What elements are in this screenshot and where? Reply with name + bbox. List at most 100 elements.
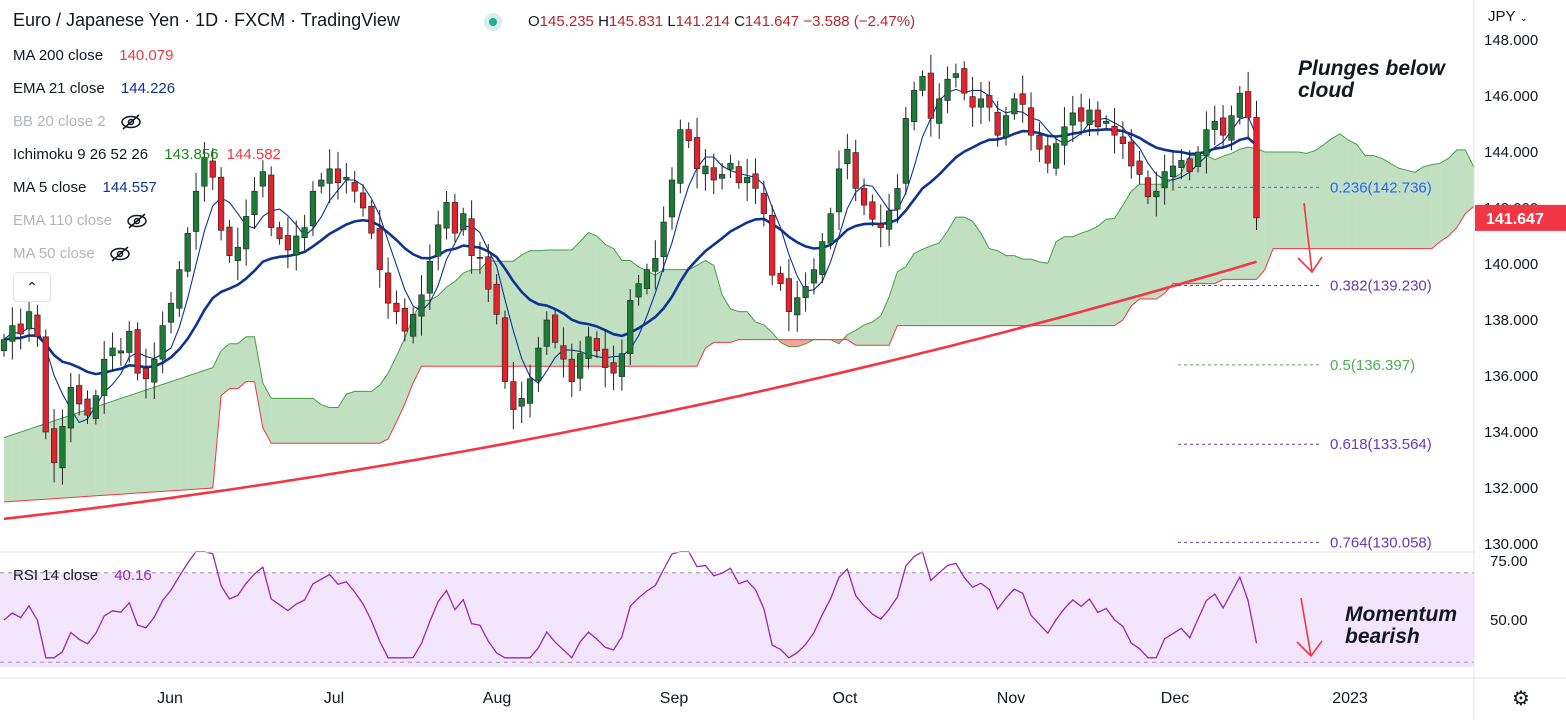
cloud-segment <box>1348 140 1357 249</box>
candle-body <box>34 314 41 338</box>
candle-body <box>117 350 124 354</box>
fib-level-label: 0.618(133.564) <box>1330 436 1432 453</box>
down-arrow-head <box>1296 640 1323 658</box>
legend-ichimoku[interactable]: Ichimoku 9 26 52 26 143.856 144.582 <box>13 145 285 165</box>
candle-body <box>410 314 417 337</box>
candle-body <box>218 176 225 231</box>
cloud-segment <box>788 339 798 347</box>
candle-body <box>259 171 266 187</box>
cloud-segment <box>1089 226 1098 326</box>
cloud-segment <box>680 269 689 367</box>
candle-body <box>1153 190 1160 198</box>
cloud-segment <box>421 300 430 367</box>
candle-body <box>685 129 692 142</box>
cloud-segment <box>780 339 789 347</box>
candle-body <box>101 358 108 396</box>
cloud-segment <box>880 296 890 346</box>
time-tick-label: Jul <box>324 690 344 707</box>
cloud-segment <box>513 254 522 367</box>
cloud-segment <box>70 412 80 498</box>
candle-body <box>944 78 951 101</box>
candle-body <box>368 206 375 234</box>
cloud-segment <box>922 245 931 326</box>
candle-body <box>969 96 976 108</box>
candle-body <box>134 329 141 374</box>
cloud-segment <box>1206 155 1215 284</box>
legend-ma5[interactable]: MA 5 close 144.557 <box>13 178 161 198</box>
cloud-segment <box>1448 149 1457 236</box>
cloud-segment <box>363 391 372 444</box>
low-label: L <box>667 13 676 30</box>
cloud-segment <box>605 244 614 367</box>
candle-body <box>1086 109 1093 125</box>
cloud-segment <box>1273 152 1282 249</box>
candle-body <box>961 68 968 94</box>
cloud-segment <box>171 378 180 491</box>
time-tick-label: 2023 <box>1332 690 1368 707</box>
cloud-segment <box>137 390 146 494</box>
cloud-segment <box>763 324 773 340</box>
cloud-segment <box>246 336 255 382</box>
cloud-segment <box>1139 184 1148 299</box>
cloud-segment <box>1398 168 1407 249</box>
cloud-segment <box>1173 173 1182 284</box>
cloud-segment <box>296 398 305 444</box>
candle-body <box>927 72 934 119</box>
currency-label: JPY <box>1488 8 1516 25</box>
cloud-segment <box>262 383 272 444</box>
cloud-segment <box>196 370 205 490</box>
candle-body <box>1053 143 1060 169</box>
legend-ma200[interactable]: MA 200 close 140.079 <box>13 46 177 66</box>
candle-body <box>760 193 767 214</box>
cloud-segment <box>1006 255 1015 326</box>
candle-body <box>577 353 584 379</box>
market-status-icon[interactable] <box>484 13 502 31</box>
legend-ma50[interactable]: MA 50 close <box>13 244 131 264</box>
candle-body <box>718 174 726 179</box>
candle-body <box>869 201 876 220</box>
cloud-segment <box>588 232 597 367</box>
settings-gear-icon[interactable]: ⚙ <box>1512 688 1530 710</box>
candle-body <box>50 428 58 464</box>
cloud-segment <box>1423 164 1432 249</box>
candle-body <box>1253 117 1260 219</box>
candle-body <box>76 385 83 405</box>
candle-body <box>668 179 676 218</box>
hidden-eye-icon[interactable] <box>126 213 148 229</box>
candle-body <box>42 336 49 433</box>
candles[interactable] <box>0 54 1260 485</box>
candle-body <box>911 90 918 123</box>
candle-body <box>201 157 208 187</box>
currency-selector[interactable]: JPY ⌄ <box>1488 8 1528 25</box>
candle-body <box>1002 115 1010 138</box>
candle-body <box>351 181 358 192</box>
candle-body <box>785 278 792 312</box>
hidden-eye-icon[interactable] <box>120 114 142 130</box>
candle-body <box>693 137 701 170</box>
candle-body <box>418 294 425 317</box>
cloud-segment <box>388 356 397 439</box>
cloud-segment <box>1465 149 1474 214</box>
candle-body <box>268 174 275 228</box>
candle-body <box>902 118 909 184</box>
candle-body <box>1228 115 1235 141</box>
open-label: O <box>528 13 540 30</box>
price-tick-label: 138.000 <box>1484 312 1538 329</box>
cloud-segment <box>1456 149 1466 228</box>
legend-ema110[interactable]: EMA 110 close <box>13 211 148 231</box>
collapse-legend-button[interactable]: ⌃ <box>13 272 51 302</box>
candle-body <box>167 302 175 323</box>
legend-rsi[interactable]: RSI 14 close 40.16 <box>13 566 156 586</box>
candle-body <box>460 213 467 231</box>
legend-ema21[interactable]: EMA 21 close 144.226 <box>13 79 179 99</box>
last-price-label: 141.647 <box>1486 211 1544 228</box>
candle-body <box>326 168 333 184</box>
candle-body <box>744 176 751 184</box>
candle-body <box>1044 145 1051 164</box>
hidden-eye-icon[interactable] <box>109 246 131 262</box>
candle-body <box>560 345 567 360</box>
cloud-segment <box>580 232 589 367</box>
candle-body <box>735 166 742 184</box>
legend-bb20[interactable]: BB 20 close 2 <box>13 112 142 132</box>
